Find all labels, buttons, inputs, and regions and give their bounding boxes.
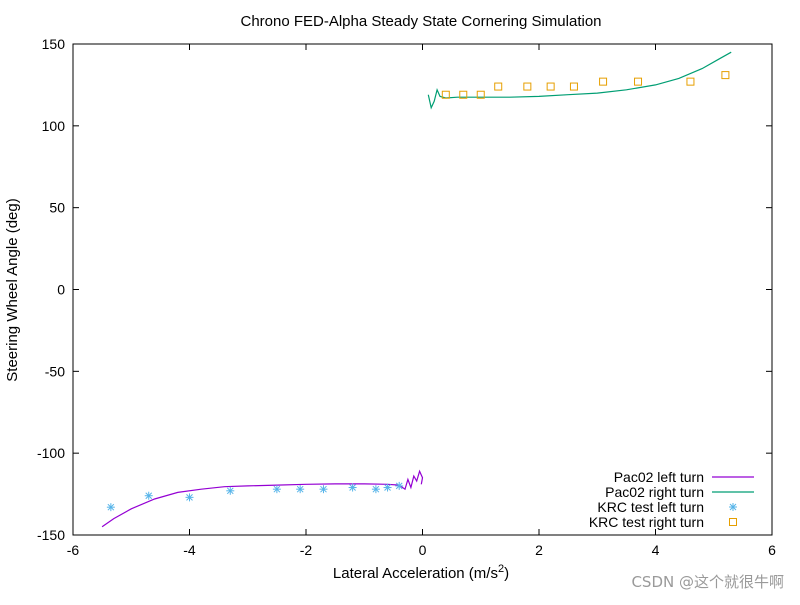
data-point [476, 90, 485, 99]
series-line-1 [427, 51, 732, 110]
data-point [523, 82, 532, 91]
x-axis-label: Lateral Acceleration (m/s2) [333, 563, 509, 582]
data-point [395, 481, 404, 490]
marker-stroke [296, 485, 304, 493]
data-point [106, 503, 115, 512]
data-point [494, 82, 503, 91]
data-point [599, 77, 608, 86]
y-tick-label: 50 [49, 200, 65, 216]
marker-stroke [186, 494, 193, 501]
marker-stroke [320, 485, 327, 493]
data-point [546, 82, 555, 91]
data-point [686, 77, 695, 86]
x-tick-label: -6 [67, 542, 80, 558]
watermark: CSDN @这个就很牛啊 [631, 573, 784, 591]
data-point [185, 493, 194, 502]
y-tick-label: -50 [45, 363, 65, 379]
x-tick-label: 2 [535, 542, 543, 558]
plot-border [72, 43, 773, 536]
axes: -6 -4 -2 0 2 4 6 -150 -100 -50 0 50 100 150 [37, 36, 776, 558]
y-tick-label: -150 [37, 527, 65, 543]
marker-stroke [395, 482, 403, 490]
x-tick-label: 0 [419, 542, 427, 558]
marker-stroke [145, 492, 153, 500]
data-point [371, 485, 380, 494]
marker-stroke [384, 484, 391, 491]
x-axis-label-main: Lateral Acceleration (m/s [333, 565, 498, 582]
y-tick-label: -100 [37, 445, 65, 461]
data-point [319, 485, 328, 494]
marker-stroke [273, 485, 281, 493]
data-point [144, 491, 153, 500]
series-line-0 [101, 469, 424, 528]
marker-stroke [107, 503, 115, 511]
data-point [383, 483, 392, 492]
x-axis-label-tail: ) [504, 565, 509, 582]
legend-label: KRC test left turn [597, 499, 704, 515]
series-points-2 [106, 481, 404, 512]
data-point [569, 82, 578, 91]
data-point [272, 485, 281, 494]
data-point [441, 90, 450, 99]
legend-swatch [729, 503, 737, 511]
marker-stroke [372, 485, 380, 493]
x-tick-label: 6 [768, 542, 776, 558]
data-point [296, 485, 305, 494]
legend-swatch [729, 518, 737, 526]
y-axis-label: Steering Wheel Angle (deg) [4, 198, 21, 381]
y-tick-label: 0 [57, 282, 65, 298]
data-point [348, 483, 357, 492]
legend-label: KRC test right turn [589, 514, 704, 530]
data-point [721, 71, 730, 80]
x-axis-label-superscript: 2 [498, 563, 504, 575]
y-tick-label: 100 [42, 118, 66, 134]
legend-label: Pac02 right turn [605, 484, 704, 500]
data-point [459, 90, 468, 99]
legend-label: Pac02 left turn [614, 469, 704, 485]
marker-stroke [226, 487, 234, 495]
marker-stroke [729, 503, 737, 511]
data-point [226, 486, 235, 495]
series-layer [101, 51, 732, 528]
chart-title: Chrono FED-Alpha Steady State Cornering … [240, 13, 601, 30]
marker-stroke [349, 484, 356, 491]
x-tick-label: 4 [652, 542, 660, 558]
x-tick-label: -2 [300, 542, 313, 558]
series-points-3 [441, 71, 730, 99]
y-tick-label: 150 [42, 36, 66, 52]
data-point [634, 77, 643, 86]
x-tick-label: -4 [183, 542, 196, 558]
